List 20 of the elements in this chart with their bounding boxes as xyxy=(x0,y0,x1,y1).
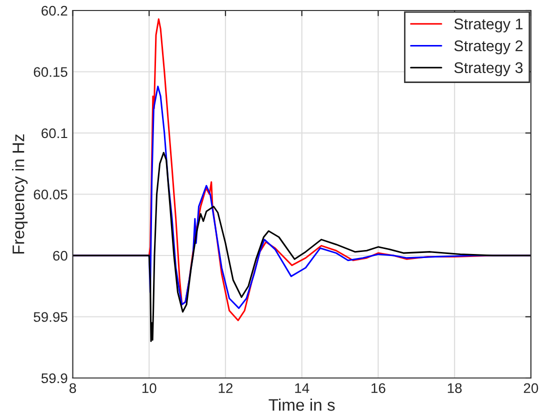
y-tick-label: 60.2 xyxy=(42,6,68,16)
line-series xyxy=(72,152,531,342)
x-tick-label: 16 xyxy=(372,383,386,394)
y-tick-label: 60.05 xyxy=(34,190,68,200)
x-axis-title: Time in s xyxy=(268,398,335,411)
x-tick-label: 18 xyxy=(448,383,462,394)
x-tick-label: 12 xyxy=(218,383,233,393)
legend-label: Strategy 1 xyxy=(454,18,523,32)
legend-label: Strategy 2 xyxy=(454,40,523,54)
x-tick-label: 20 xyxy=(524,383,538,394)
y-tick-label: 60.1 xyxy=(42,128,68,138)
x-tick-label: 10 xyxy=(142,383,156,394)
y-tick-label: 59.9 xyxy=(41,373,68,384)
y-tick-label: 60 xyxy=(53,250,68,261)
y-tick-label: 59.95 xyxy=(34,312,68,322)
legend-label: Strategy 3 xyxy=(454,62,523,76)
y-tick-label: 60.15 xyxy=(34,67,68,77)
x-tick-label: 14 xyxy=(295,383,310,393)
x-tick-label: 8 xyxy=(70,383,76,394)
y-axis-title: Frequency in Hz xyxy=(12,134,28,254)
